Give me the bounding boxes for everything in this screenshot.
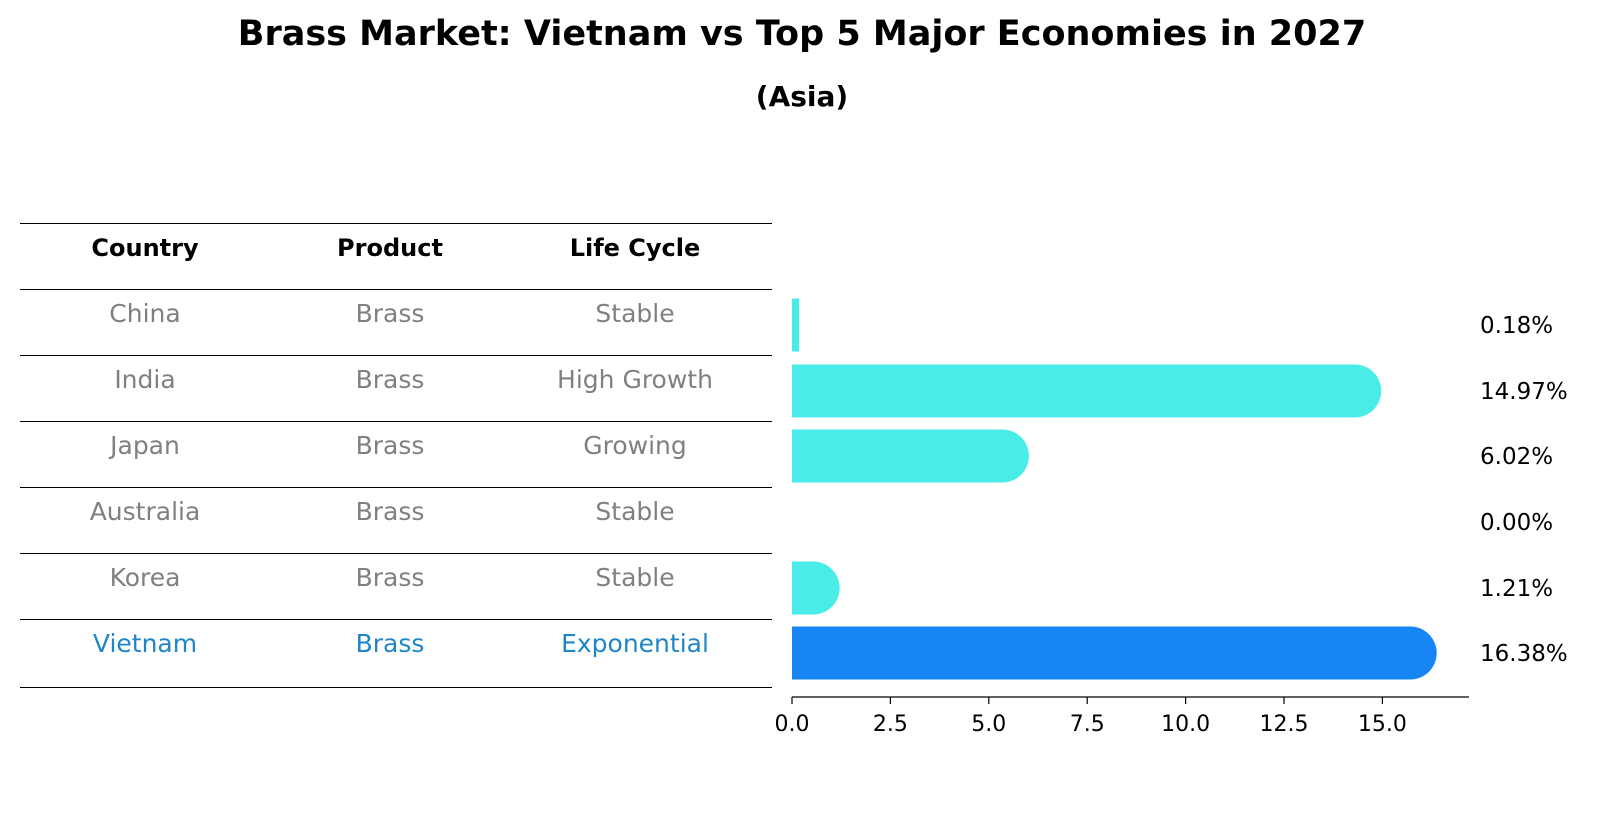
table-rule xyxy=(20,619,772,620)
x-tick-label: 10.0 xyxy=(1161,712,1210,737)
x-tick-label: 15.0 xyxy=(1358,712,1407,737)
table-rule-header xyxy=(20,289,772,290)
cell-life-cycle: Stable xyxy=(595,563,675,592)
x-tick-label: 7.5 xyxy=(1070,712,1105,737)
bar-india xyxy=(792,364,1382,418)
cell-product: Brass xyxy=(355,365,425,394)
cell-product: Brass xyxy=(355,497,425,526)
cell-life-cycle: Growing xyxy=(583,431,687,460)
cell-country: Japan xyxy=(110,431,180,460)
value-label-vietnam: 16.38% xyxy=(1480,641,1568,667)
table-rule xyxy=(20,487,772,488)
table-rule xyxy=(20,421,772,422)
bar-japan xyxy=(792,429,1029,483)
cell-country: India xyxy=(114,365,176,394)
cell-product-highlight: Brass xyxy=(355,629,425,658)
header-country: Country xyxy=(91,234,199,262)
x-tick-label: 2.5 xyxy=(873,712,908,737)
value-label-korea: 1.21% xyxy=(1480,576,1553,602)
cell-product: Brass xyxy=(355,431,425,460)
value-label-india: 14.97% xyxy=(1480,379,1568,405)
cell-life-cycle: Stable xyxy=(595,299,675,328)
cell-product: Brass xyxy=(355,563,425,592)
chart-subtitle: (Asia) xyxy=(755,80,849,113)
cell-life-cycle: Stable xyxy=(595,497,675,526)
table-rule-bottom xyxy=(20,687,772,688)
cell-country-highlight: Vietnam xyxy=(92,629,198,658)
x-tick-label: 0.0 xyxy=(775,712,810,737)
table-rule xyxy=(20,553,772,554)
header-product: Product xyxy=(337,234,443,262)
cell-country: Korea xyxy=(109,563,181,592)
cell-country: Australia xyxy=(89,497,201,526)
bar-vietnam xyxy=(792,626,1437,680)
chart-title: Brass Market: Vietnam vs Top 5 Major Eco… xyxy=(237,14,1367,54)
table-rule xyxy=(20,355,772,356)
value-label-china: 0.18% xyxy=(1480,313,1553,339)
value-label-japan: 6.02% xyxy=(1480,444,1553,470)
header-life-cycle: Life Cycle xyxy=(569,234,701,262)
cell-product: Brass xyxy=(355,299,425,328)
table-rule-top xyxy=(20,223,772,224)
bar-korea xyxy=(792,561,840,615)
cell-country: China xyxy=(109,299,181,328)
x-tick-label: 12.5 xyxy=(1260,712,1309,737)
value-label-australia: 0.00% xyxy=(1480,510,1553,536)
cell-life-cycle-highlight: Exponential xyxy=(561,629,709,658)
x-tick-label: 5.0 xyxy=(971,712,1006,737)
bar-china xyxy=(792,298,800,352)
cell-life-cycle: High Growth xyxy=(557,365,713,394)
